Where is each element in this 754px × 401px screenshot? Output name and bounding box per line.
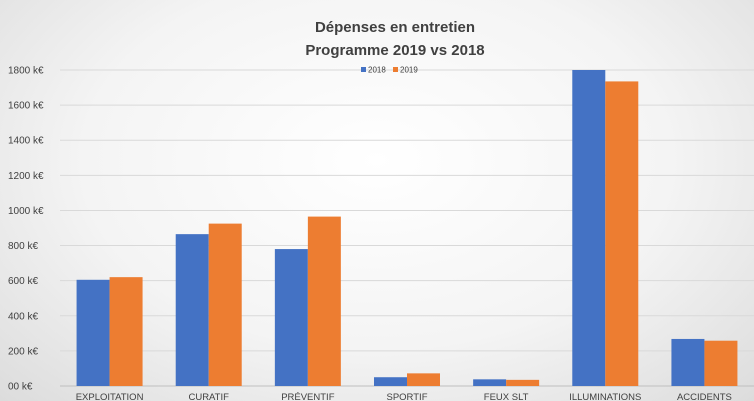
gridlines: [60, 69, 754, 387]
bar-2019: [109, 277, 143, 386]
bar-2018: [671, 338, 705, 386]
x-category-label: FEUX SLT: [484, 392, 529, 401]
x-category-label: ILLUMINATIONS: [569, 392, 641, 401]
x-category-label: SPORTIF: [387, 392, 428, 401]
bar-2018: [473, 379, 507, 386]
bar-2018: [374, 377, 407, 386]
legend-swatch: [393, 67, 398, 72]
bar-2019: [605, 81, 639, 387]
bar-2018: [175, 234, 209, 386]
y-tick-label: 1600 k€: [8, 101, 44, 112]
x-category-label: ACCIDENTS: [677, 392, 732, 401]
bars: [76, 70, 738, 387]
legend-label: 2019: [400, 66, 418, 75]
y-tick-label: 00 k€: [8, 382, 33, 393]
x-category-label: CURATIF: [188, 392, 229, 401]
y-tick-label: 1200 k€: [8, 171, 44, 182]
legend-label: 2018: [368, 66, 386, 75]
bar-2019: [407, 373, 440, 386]
legend: 2018 2019: [361, 66, 418, 75]
y-tick-label: 200 k€: [8, 346, 38, 357]
chart-title-line2: Programme 2019 vs 2018: [305, 42, 484, 59]
chart-title-line1: Dépenses en entretien: [315, 19, 475, 36]
y-axis-ticks: 00 k€ 200 k€ 400 k€ 600 k€ 800 k€ 1000 k€ 1200…: [8, 66, 44, 393]
y-tick-label: 800 k€: [8, 241, 38, 252]
y-tick-label: 1000 k€: [8, 206, 44, 217]
y-tick-label: 1800 k€: [8, 66, 44, 77]
y-tick-label: 400 k€: [8, 311, 38, 322]
bar-2018: [274, 249, 308, 386]
y-tick-label: 1400 k€: [8, 136, 44, 147]
bar-2019: [208, 223, 242, 386]
x-category-label: EXPLOITATION: [76, 392, 144, 401]
legend-swatch: [361, 67, 366, 72]
bar-2019: [307, 216, 341, 386]
x-category-label: PRÉVENTIF: [281, 392, 335, 401]
x-axis-labels: EXPLOITATION CURATIF PRÉVENTIF SPORTIF FEUX …: [76, 392, 732, 401]
bar-2018: [572, 70, 606, 386]
bar-2019: [704, 340, 738, 386]
y-tick-label: 600 k€: [8, 276, 38, 287]
bar-2018: [76, 279, 110, 386]
bar-2019: [506, 379, 540, 386]
